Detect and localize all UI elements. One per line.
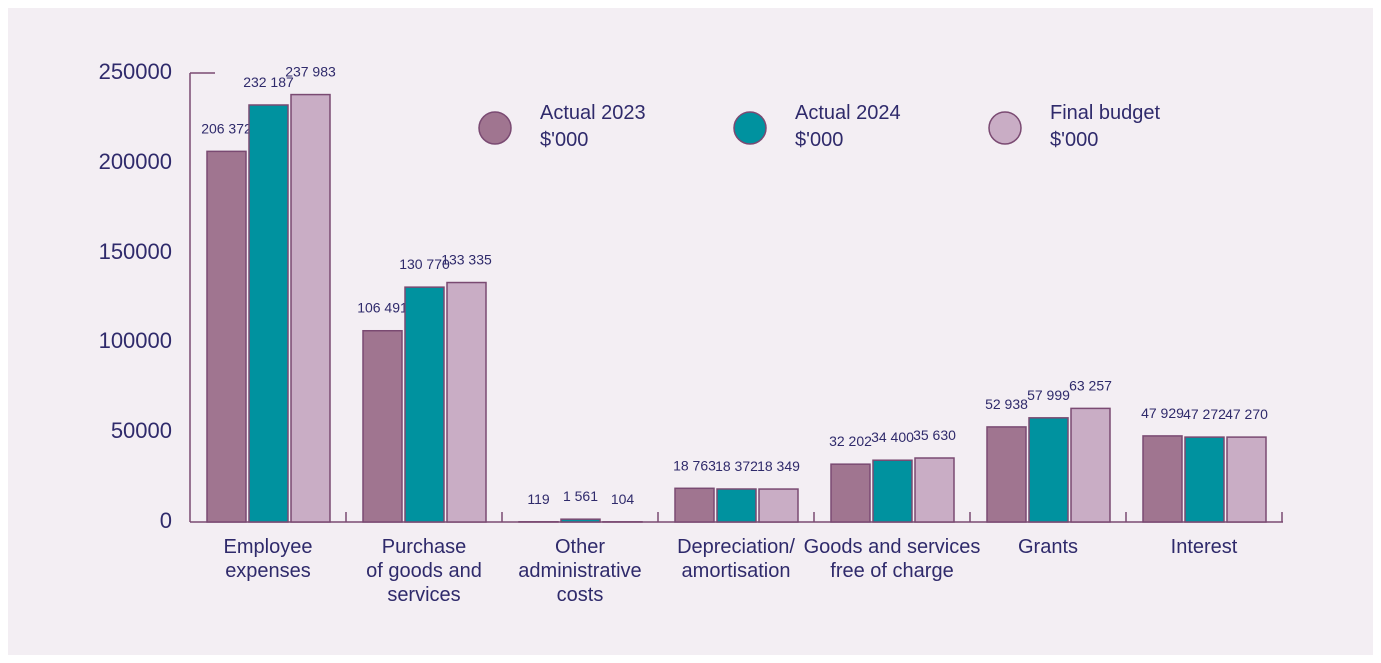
bar [446,281,487,523]
data-label: 52 938 [985,396,1028,412]
data-label: 206 372 [201,120,252,136]
bar [872,459,913,523]
data-label: 35 630 [913,427,956,443]
legend-label: Actual 2024 $'000 [795,102,901,151]
bar [986,426,1027,523]
legend-swatch [733,111,767,145]
x-tick-label: Purchase of goods and services [366,536,482,606]
legend-swatch [478,111,512,145]
bar [1142,435,1183,523]
data-label: 237 983 [285,64,336,80]
y-tick-label: 150000 [98,238,172,264]
bar [290,93,331,523]
y-tick-label: 100000 [98,328,172,354]
legend-label: Final budget $'000 [1050,102,1161,151]
y-tick-label: 250000 [98,59,172,84]
data-label: 104 [611,491,635,507]
data-label: 133 335 [441,252,492,268]
legend-swatch [988,111,1022,145]
bar [206,150,247,523]
data-label: 1 561 [563,488,598,504]
bar [830,463,871,523]
data-label: 106 491 [357,300,408,316]
bar [1070,407,1111,523]
x-tick-label: Employee expenses [223,536,313,582]
bar [404,286,445,523]
bar [914,457,955,523]
data-label: 47 929 [1141,405,1184,421]
y-tick-label: 200000 [98,148,172,174]
x-tick-label: Interest [1170,536,1238,558]
data-label: 130 770 [399,256,450,272]
bar [1184,436,1225,523]
data-label: 63 257 [1069,377,1112,393]
bar [758,488,799,523]
data-label: 57 999 [1027,387,1070,403]
y-tick-label: 0 [159,508,172,533]
bar [1028,417,1069,523]
bar [362,329,403,523]
data-label: 47 272 [1183,406,1226,422]
bar [248,104,289,523]
bar [560,518,601,523]
y-tick-label: 50000 [110,418,172,444]
data-label: 18 372 [715,458,758,474]
bar [1226,436,1267,523]
x-tick-label: Depreciation/ amortisation [677,536,795,582]
bar [674,487,715,523]
data-label: 18 349 [757,458,800,474]
data-label: 47 270 [1225,406,1268,422]
data-label: 119 [527,491,550,507]
x-tick-label: Other administrative costs [518,536,642,606]
data-label: 34 400 [871,429,914,445]
bar [716,488,757,523]
data-label: 18 763 [673,457,716,473]
x-tick-label: Goods and services free of charge [803,536,981,582]
x-tick-label: Grants [1017,536,1079,558]
data-label: 32 202 [829,433,872,449]
data-label: 232 187 [243,74,294,90]
legend-label: Actual 2023 $'000 [540,102,646,151]
